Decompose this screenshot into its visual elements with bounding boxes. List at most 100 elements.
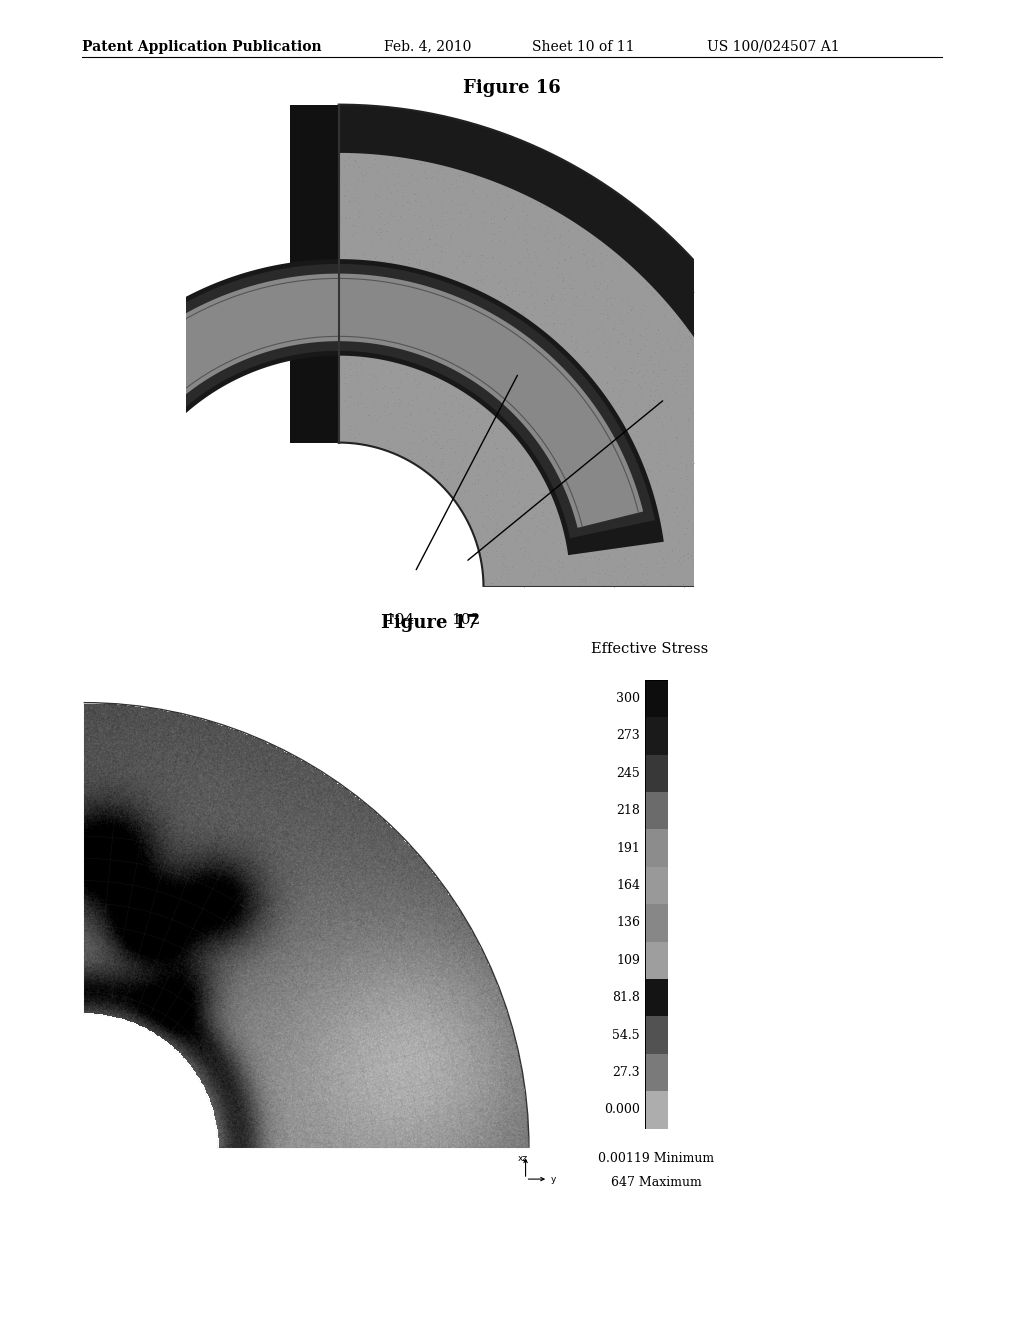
- Point: [553, 202, 569, 223]
- Point: [549, 490, 565, 511]
- Point: [749, 396, 765, 417]
- Point: [769, 570, 785, 591]
- Point: [561, 168, 578, 189]
- Point: [521, 166, 538, 187]
- Point: [679, 354, 695, 375]
- Point: [612, 255, 629, 276]
- Point: [373, 228, 389, 249]
- Point: [414, 364, 430, 385]
- Point: [662, 323, 678, 345]
- Point: [413, 308, 429, 329]
- Point: [730, 396, 746, 417]
- Point: [750, 531, 766, 552]
- Point: [732, 471, 749, 492]
- Point: [614, 322, 631, 343]
- Point: [515, 218, 531, 239]
- Point: [566, 385, 583, 407]
- Point: [502, 360, 518, 381]
- Point: [352, 352, 369, 374]
- Point: [504, 313, 520, 334]
- Point: [442, 190, 459, 211]
- Point: [673, 272, 689, 293]
- Point: [584, 436, 600, 457]
- Point: [696, 359, 713, 380]
- Point: [724, 436, 740, 457]
- Point: [526, 218, 543, 239]
- Point: [408, 388, 424, 409]
- Point: [577, 342, 593, 363]
- Point: [422, 210, 438, 231]
- Point: [669, 370, 685, 391]
- Point: [404, 228, 421, 249]
- Point: [551, 549, 567, 570]
- Point: [548, 322, 564, 343]
- Point: [705, 339, 721, 360]
- Point: [678, 524, 694, 545]
- Point: [684, 486, 700, 507]
- Point: [486, 323, 503, 345]
- Point: [644, 512, 660, 533]
- Point: [440, 418, 457, 440]
- Point: [669, 284, 685, 305]
- Point: [616, 325, 633, 346]
- Point: [804, 548, 820, 569]
- Point: [432, 269, 449, 290]
- Point: [395, 275, 412, 296]
- Point: [442, 429, 459, 450]
- Point: [763, 520, 779, 541]
- Point: [498, 280, 514, 301]
- Point: [699, 384, 716, 405]
- Point: [622, 436, 638, 457]
- Point: [591, 477, 607, 498]
- Point: [712, 467, 728, 488]
- Point: [409, 190, 425, 211]
- Point: [606, 577, 623, 598]
- Point: [525, 487, 542, 508]
- Point: [451, 459, 467, 480]
- Point: [514, 194, 530, 215]
- Point: [594, 471, 610, 492]
- Point: [351, 201, 368, 222]
- Point: [412, 152, 428, 173]
- Point: [358, 257, 375, 279]
- Point: [432, 437, 449, 458]
- Point: [375, 294, 391, 315]
- Point: [675, 360, 691, 381]
- Point: [343, 224, 359, 246]
- Point: [510, 459, 526, 480]
- Point: [568, 351, 585, 372]
- Point: [759, 370, 775, 391]
- Point: [400, 252, 417, 273]
- Point: [545, 219, 561, 240]
- Point: [580, 202, 596, 223]
- Point: [440, 327, 457, 348]
- Point: [356, 378, 373, 399]
- Point: [737, 375, 754, 396]
- Point: [523, 216, 540, 238]
- Point: [401, 191, 418, 213]
- Point: [554, 507, 570, 528]
- Point: [557, 539, 573, 560]
- Point: [542, 405, 558, 426]
- Point: [703, 347, 720, 368]
- Point: [655, 548, 672, 569]
- Point: [582, 346, 598, 367]
- Point: [344, 214, 360, 235]
- Point: [651, 440, 668, 461]
- Point: [494, 216, 510, 238]
- Point: [342, 364, 358, 385]
- Point: [751, 341, 767, 362]
- Point: [648, 511, 665, 532]
- Point: [451, 165, 467, 186]
- Point: [480, 499, 497, 520]
- Point: [707, 474, 723, 495]
- Point: [755, 403, 771, 424]
- Point: [666, 232, 682, 253]
- Point: [500, 572, 516, 593]
- Point: [493, 461, 509, 482]
- Point: [522, 276, 539, 297]
- Point: [460, 323, 476, 345]
- Point: [552, 223, 568, 244]
- Point: [391, 371, 408, 392]
- Point: [577, 546, 593, 568]
